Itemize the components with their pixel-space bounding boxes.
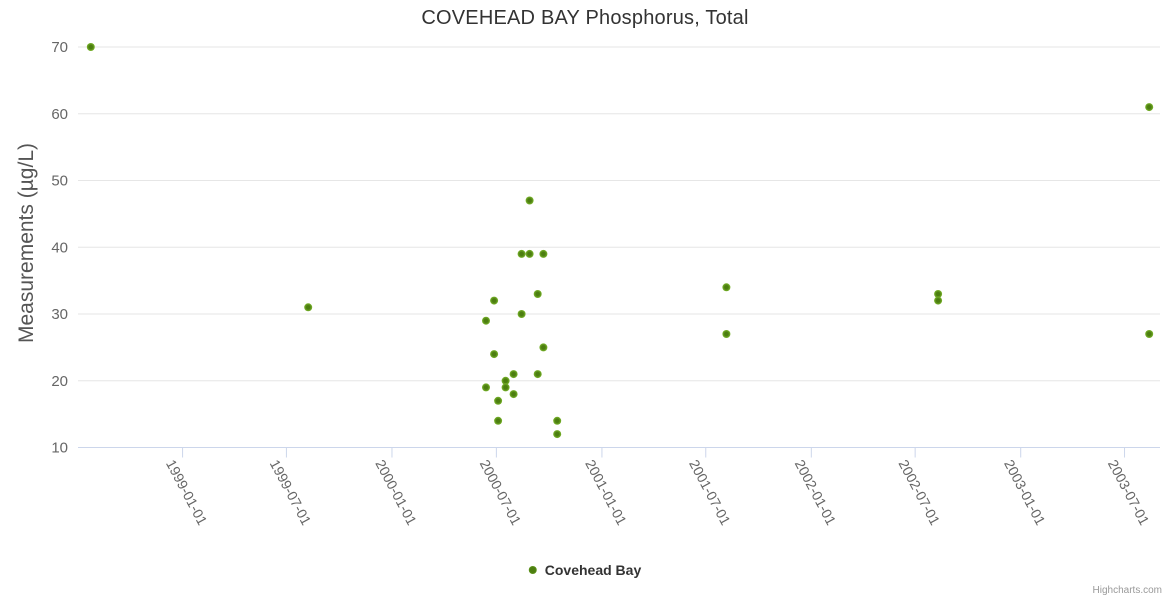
data-point[interactable] [482,316,490,325]
data-point[interactable] [539,249,548,258]
highcharts-credits-link[interactable]: Highcharts.com [1092,585,1162,596]
data-point[interactable] [490,296,499,305]
y-tick-label: 40 [51,239,68,256]
data-point[interactable] [722,283,731,292]
x-tick-label: 2000-01-01 [372,457,420,528]
data-point[interactable] [934,296,943,305]
legend-item[interactable]: Covehead Bay [528,562,642,578]
data-point[interactable] [494,396,503,405]
data-point[interactable] [517,310,526,318]
data-point[interactable] [86,43,95,51]
legend-label: Covehead Bay [544,562,642,578]
data-point[interactable] [304,303,313,312]
data-point[interactable] [509,390,518,399]
x-tick-label: 2001-07-01 [686,457,734,528]
y-tick-label: 30 [51,306,68,323]
y-tick-label: 20 [51,373,68,390]
legend-marker-icon [528,566,537,574]
data-point[interactable] [501,376,510,385]
data-point[interactable] [1145,103,1154,112]
x-tick-label: 2002-01-01 [792,457,840,528]
data-point[interactable] [553,430,562,439]
data-point[interactable] [525,196,534,205]
data-point[interactable] [517,249,526,258]
x-tick-label: 2002-07-01 [896,457,944,528]
data-point[interactable] [533,290,542,298]
data-point[interactable] [525,249,534,258]
chart-title: COVEHEAD BAY Phosphorus, Total [421,7,749,29]
y-tick-label: 70 [51,39,68,56]
x-tick-label: 2003-01-01 [1001,457,1049,528]
x-tick-label: 1999-07-01 [267,457,315,528]
data-point[interactable] [509,370,518,379]
y-tick-label: 60 [51,106,68,123]
data-point[interactable] [539,343,548,352]
data-point[interactable] [494,416,503,425]
data-point[interactable] [722,330,731,338]
x-tick-label: 2001-01-01 [582,457,630,528]
x-tick-label: 1999-01-01 [163,457,211,528]
data-point[interactable] [482,383,490,392]
x-tick-label: 2000-07-01 [477,457,525,528]
data-point[interactable] [553,416,562,425]
x-tick-label: 2003-07-01 [1105,457,1153,528]
data-point[interactable] [1145,330,1154,338]
data-point[interactable] [934,290,943,298]
y-tick-label: 10 [51,440,68,457]
y-tick-label: 50 [51,173,68,190]
data-point[interactable] [490,350,499,359]
data-point[interactable] [501,383,510,392]
data-point[interactable] [533,370,542,379]
